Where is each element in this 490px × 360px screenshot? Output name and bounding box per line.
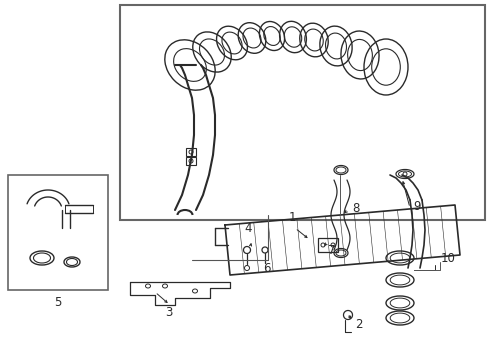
Text: 2: 2: [355, 319, 363, 332]
Bar: [120, 5, 485, 220]
Text: 5: 5: [54, 296, 62, 309]
Text: 9: 9: [413, 201, 420, 213]
Bar: [186, 148, 196, 156]
Text: 1: 1: [288, 211, 296, 224]
Text: 4: 4: [244, 222, 252, 235]
Text: 10: 10: [441, 252, 456, 265]
Text: 3: 3: [165, 306, 172, 319]
Text: 6: 6: [263, 261, 270, 274]
Text: 7: 7: [328, 243, 336, 256]
Bar: [318, 238, 338, 252]
Text: 8: 8: [352, 202, 359, 215]
Bar: [186, 157, 196, 165]
Bar: [8, 175, 108, 290]
